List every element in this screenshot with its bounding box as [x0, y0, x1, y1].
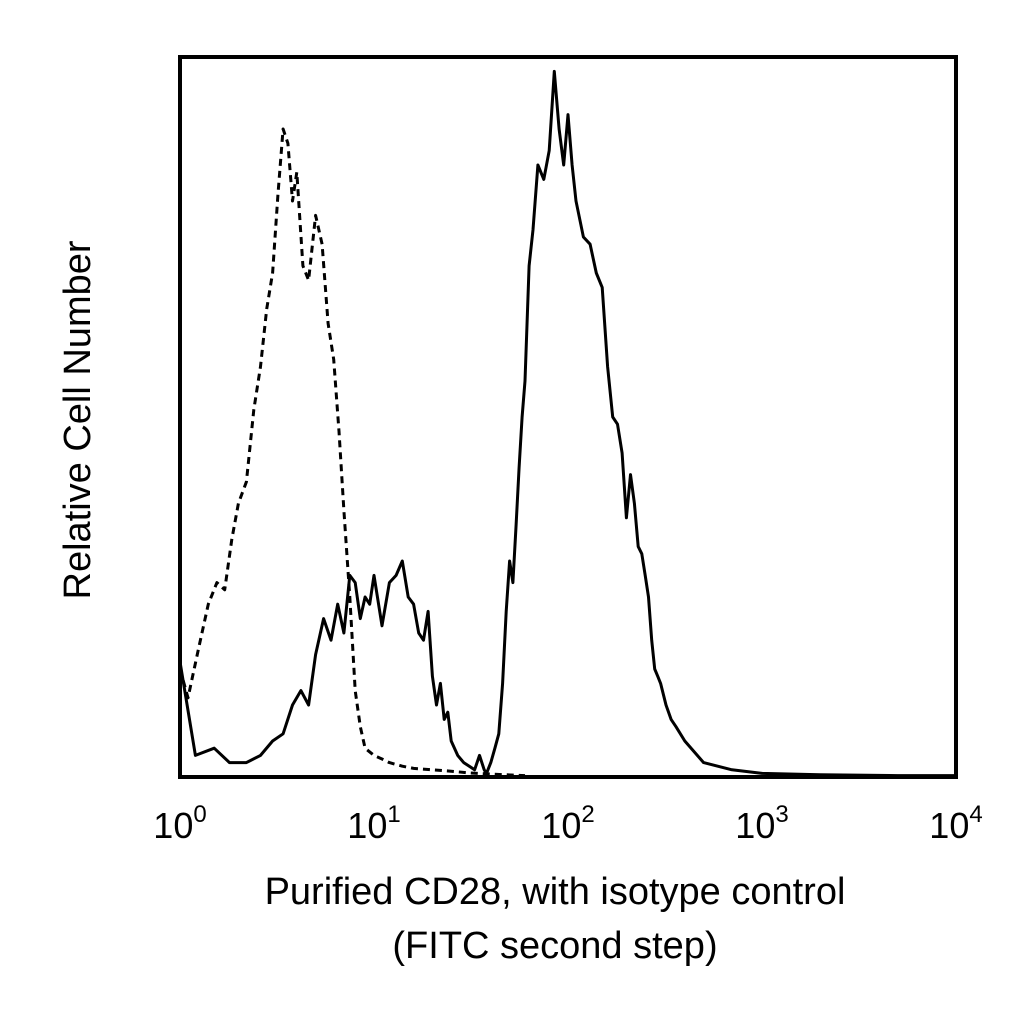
x-tick-label: 103 — [735, 801, 788, 846]
x-tick-labels: 100 101 102 103 104 — [153, 801, 982, 846]
x-tick-label: 100 — [153, 801, 206, 846]
x-axis-label-line2: (FITC second step) — [392, 925, 717, 967]
plot-area — [180, 57, 956, 777]
x-axis-label: Purified CD28, with isotype control — [265, 871, 846, 913]
series-layer — [178, 69, 956, 778]
isotype-control-series-line — [178, 127, 526, 778]
cd28-series-line — [178, 69, 956, 778]
x-tick-label: 104 — [929, 801, 982, 846]
x-tick-label: 102 — [541, 801, 594, 846]
plot-frame — [178, 55, 958, 779]
y-axis-label: Relative Cell Number — [57, 240, 99, 599]
x-tick-label: 101 — [347, 801, 400, 846]
